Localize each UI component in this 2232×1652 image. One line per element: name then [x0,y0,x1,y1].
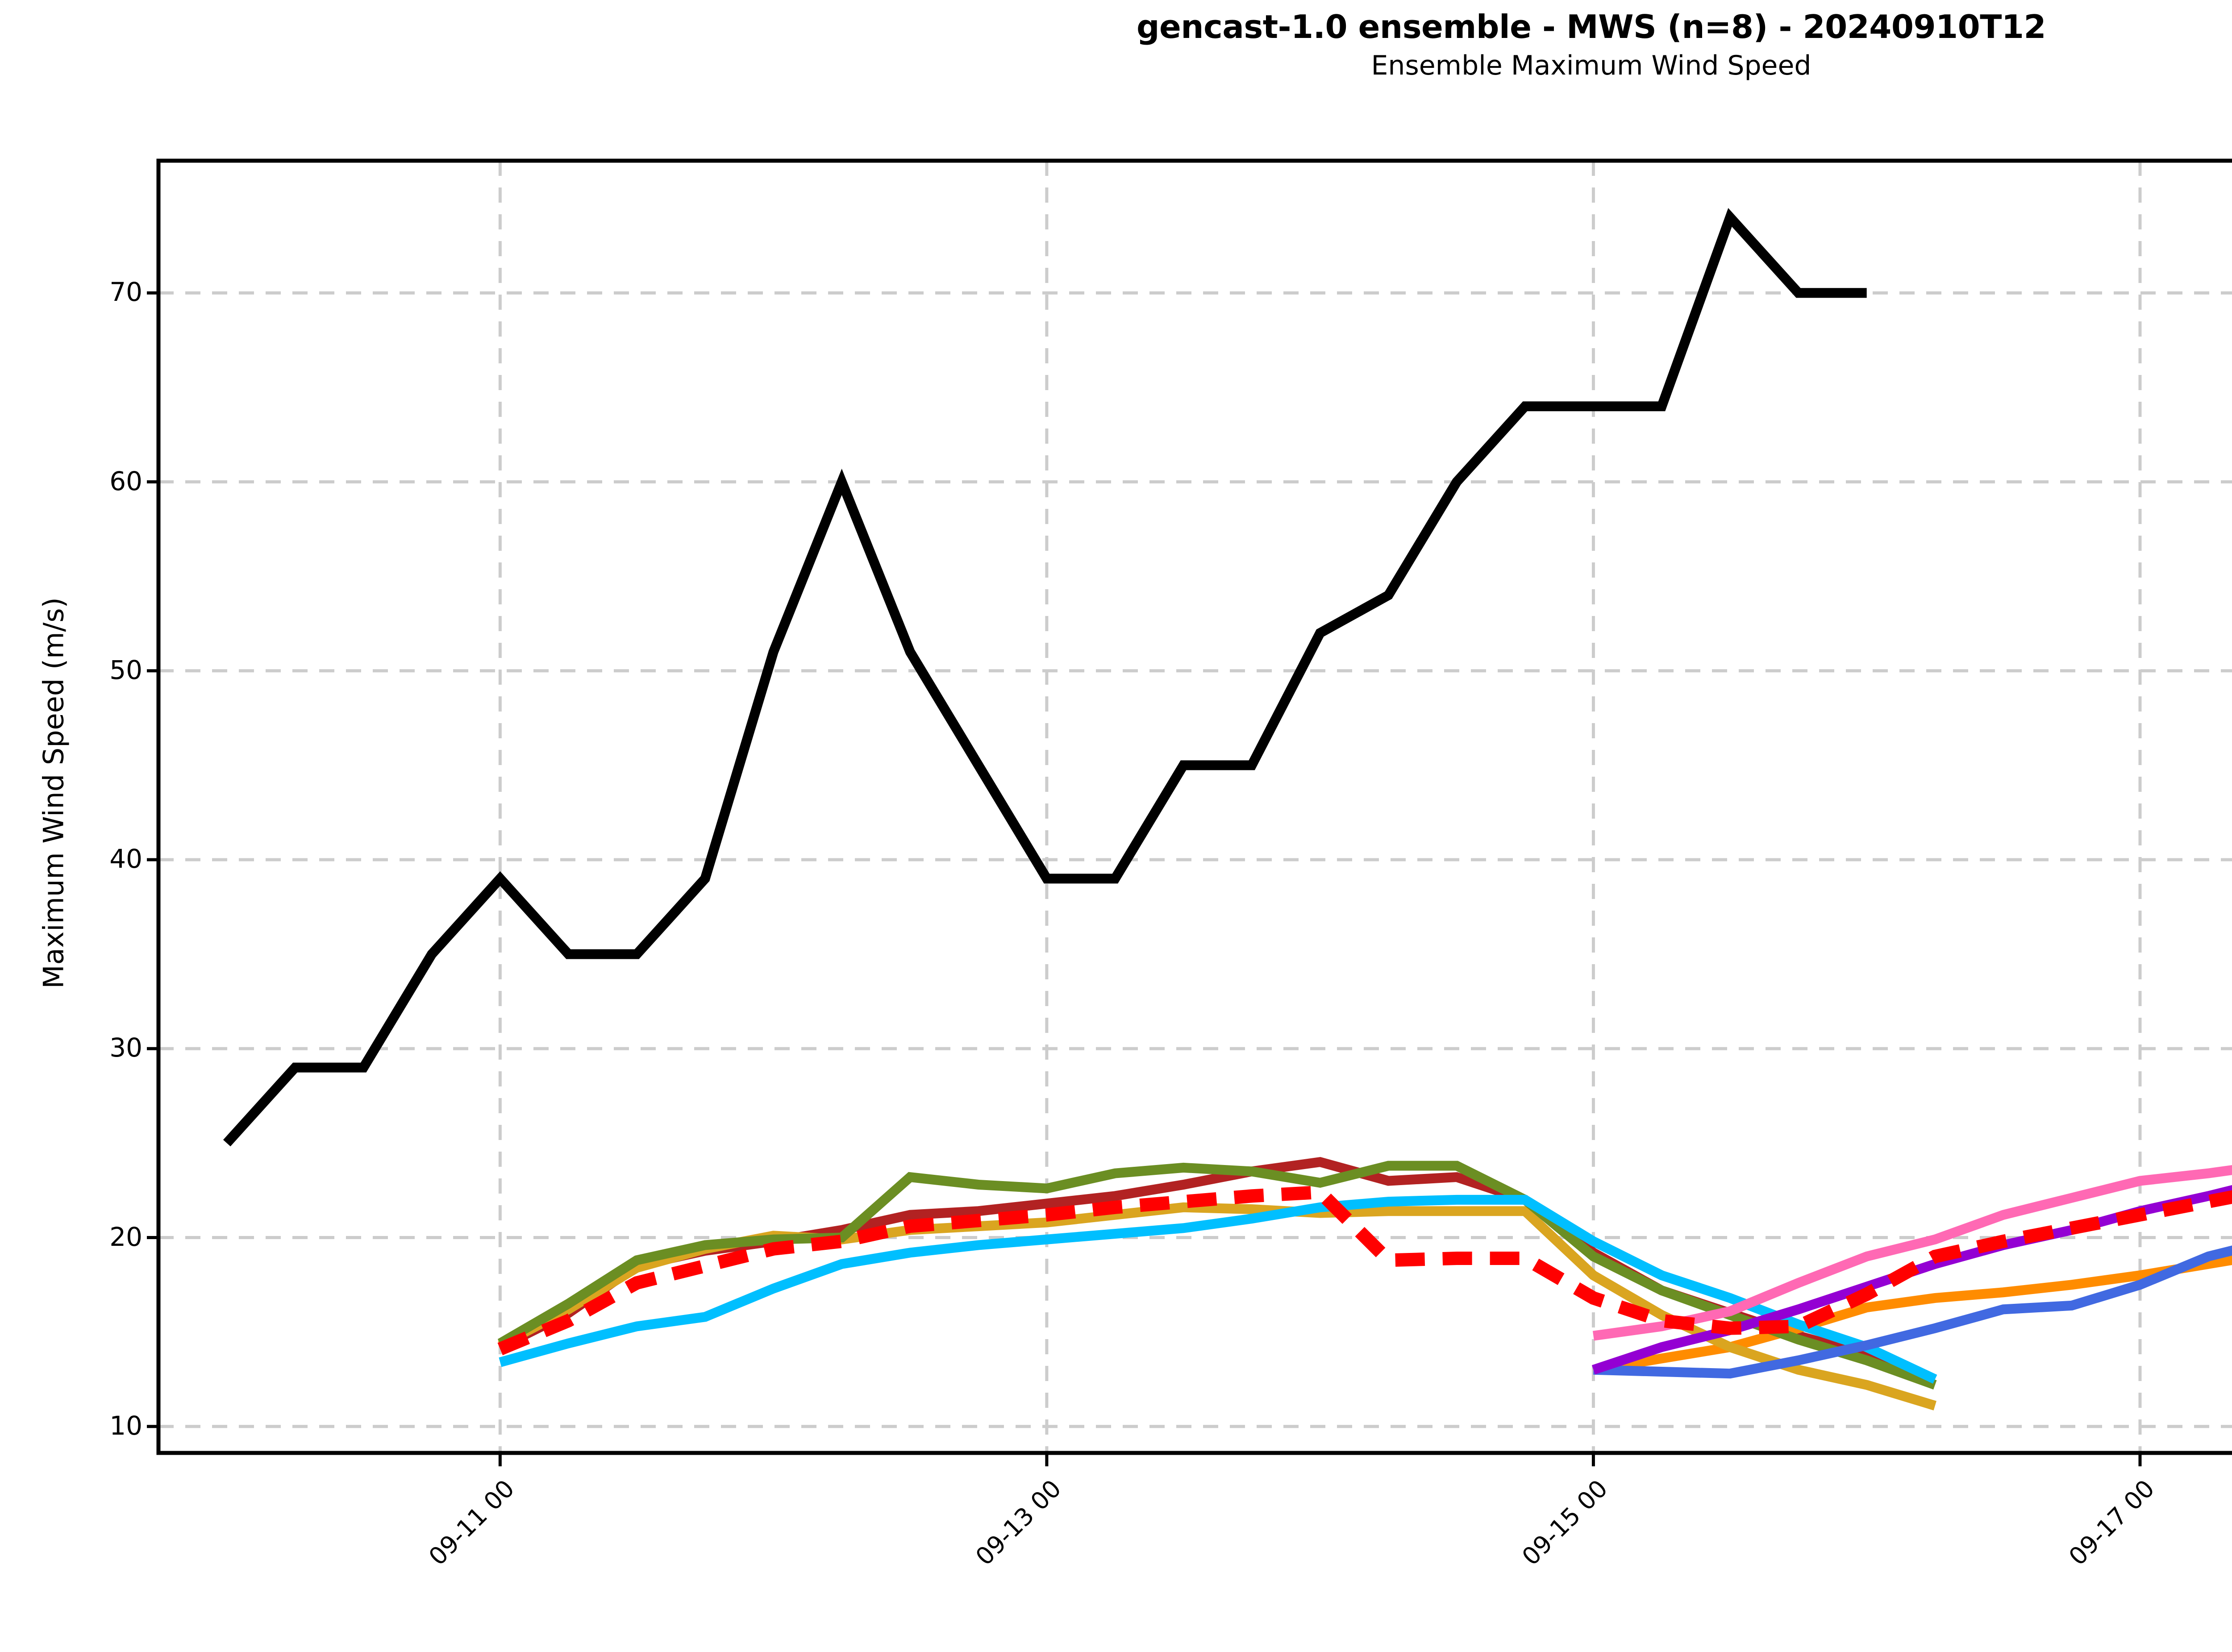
axis-ticks [147,291,2142,1466]
y-tick-label: 50 [109,654,142,685]
chart-title: gencast-1.0 ensemble - MWS (n=8) - 20240… [1136,8,2046,46]
plot-background [158,161,2232,1453]
series-line [497,1185,2232,1356]
y-tick-label: 60 [109,466,142,496]
y-tick-label: 20 [109,1221,142,1252]
y-tick-label: 40 [109,844,142,874]
y-tick-label: 70 [109,277,142,308]
series-line [223,208,1867,1147]
axis-spines [156,158,2232,1455]
y-tick-label: 30 [109,1032,142,1063]
axis-frame [156,158,2232,1455]
y-tick-label: 10 [109,1410,142,1441]
series-line [497,1161,1937,1390]
series-line [1593,1245,2232,1379]
series-line [1592,1165,2232,1341]
chart-subtitle: Ensemble Maximum Wind Speed [1371,50,1811,81]
series-group [223,208,2232,1411]
series-line [499,1194,1937,1384]
series-line [1591,1185,2232,1375]
